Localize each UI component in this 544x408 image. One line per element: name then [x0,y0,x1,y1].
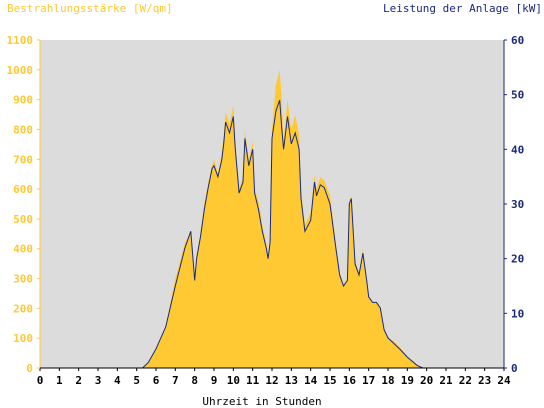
x-tick-label: 24 [497,374,511,387]
x-tick-label: 15 [323,374,336,387]
x-tick-label: 7 [172,374,179,387]
x-tick-label: 20 [420,374,433,387]
left-axis-ticks: 0 100 200 300 400 500 600 700 800 900 1000 1100 [7,34,40,375]
left-tick-label: 900 [13,94,33,107]
power-line-series [40,99,504,369]
x-tick-label: 12 [265,374,278,387]
right-tick-label: 50 [511,89,524,102]
right-tick-label: 20 [511,253,524,266]
left-tick-label: 800 [13,123,33,136]
right-tick-label: 0 [511,362,518,375]
left-tick-label: 100 [13,332,33,345]
x-tick-label: 22 [459,374,472,387]
right-tick-label: 10 [511,307,524,320]
right-tick-label: 30 [511,198,524,211]
left-tick-label: 1100 [7,34,34,47]
x-tick-label: 13 [285,374,298,387]
left-tick-label: 500 [13,213,33,226]
x-tick-label: 5 [133,374,140,387]
x-tick-label: 18 [381,374,394,387]
left-tick-label: 700 [13,153,33,166]
x-axis-title: Uhrzeit in Stunden [202,395,321,408]
left-tick-label: 600 [13,183,33,196]
left-axis-title: Bestrahlungsstärke [W/qm] [7,2,173,15]
x-tick-label: 4 [114,374,121,387]
irradiance-area-series [40,69,504,369]
left-tick-label: 200 [13,302,33,315]
x-tick-label: 9 [211,374,218,387]
right-axis-title: Leistung der Anlage [kW] [383,2,542,15]
right-tick-label: 60 [511,34,524,47]
right-axis-ticks: 0 10 20 30 40 50 60 [504,34,524,375]
x-tick-label: 21 [439,374,453,387]
x-tick-label: 11 [246,374,260,387]
x-tick-label: 6 [153,374,160,387]
x-tick-label: 1 [56,374,63,387]
x-tick-label: 16 [343,374,357,387]
x-tick-label: 3 [95,374,102,387]
x-tick-label: 14 [304,374,318,387]
x-tick-label: 23 [478,374,491,387]
left-tick-label: 300 [13,273,33,286]
left-tick-label: 1000 [7,64,34,77]
x-tick-label: 17 [362,374,375,387]
x-tick-label: 19 [401,374,414,387]
x-tick-label: 2 [75,374,82,387]
x-tick-label: 10 [227,374,240,387]
x-tick-label: 0 [37,374,44,387]
right-tick-label: 40 [511,143,524,156]
x-tick-label: 8 [191,374,198,387]
x-axis-ticks: 0 1 2 3 4 5 6 7 8 9 10 11 12 13 14 15 16 17 18 19 20 21 22 23 24 [37,368,511,387]
left-tick-label: 0 [26,362,33,375]
left-tick-label: 400 [13,243,33,256]
